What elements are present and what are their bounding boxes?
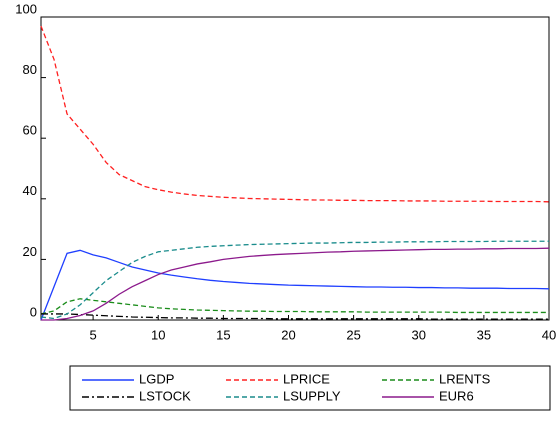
legend-frame — [69, 365, 551, 411]
y-tick-label: 60 — [23, 123, 37, 138]
series-line — [40, 249, 550, 321]
legend-label: LPRICE — [283, 371, 330, 386]
x-tick-label: 10 — [151, 327, 165, 342]
x-tick-label: 40 — [542, 327, 556, 342]
series-line — [41, 313, 549, 320]
legend-label: LSUPPLY — [283, 388, 341, 403]
y-tick-label: 20 — [23, 244, 37, 259]
y-tick-label: 100 — [15, 1, 37, 16]
legend-label: LRENTS — [439, 371, 491, 386]
y-tick-label: 80 — [23, 62, 37, 77]
series-line — [41, 247, 550, 321]
legend-label: EUR6 — [439, 388, 474, 403]
x-tick-label: 25 — [346, 327, 360, 342]
plot-frame — [40, 16, 550, 321]
y-tick-label: 0 — [30, 304, 37, 319]
x-tick-label: 30 — [412, 327, 426, 342]
x-tick-label: 35 — [477, 327, 491, 342]
y-tick-label: 40 — [23, 183, 37, 198]
x-tick-label: 15 — [216, 327, 230, 342]
legend-label: LSTOCK — [139, 388, 191, 403]
series-line — [40, 240, 549, 320]
series-line — [40, 298, 549, 315]
x-tick-label: 20 — [281, 327, 295, 342]
legend-label: LGDP — [139, 371, 174, 386]
series-line — [40, 25, 550, 203]
x-tick-label: 5 — [89, 327, 96, 342]
